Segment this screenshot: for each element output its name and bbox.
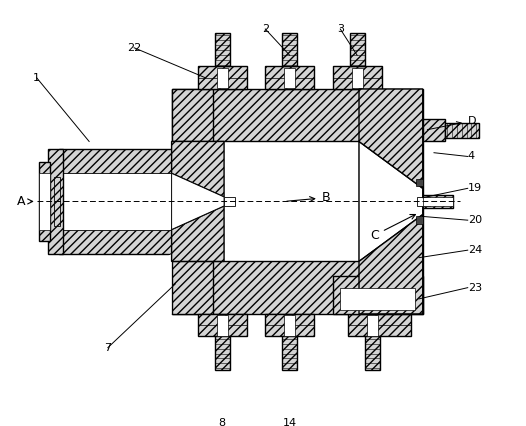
Polygon shape (333, 276, 423, 314)
Polygon shape (416, 179, 423, 187)
Polygon shape (350, 33, 365, 66)
Polygon shape (367, 315, 378, 336)
Polygon shape (333, 66, 381, 89)
Polygon shape (359, 215, 423, 314)
Polygon shape (340, 288, 415, 310)
Polygon shape (351, 68, 363, 88)
Polygon shape (198, 66, 247, 89)
Polygon shape (416, 216, 423, 224)
Polygon shape (284, 315, 295, 336)
Polygon shape (445, 123, 479, 138)
Text: D: D (427, 116, 476, 130)
Polygon shape (265, 314, 314, 337)
Polygon shape (423, 197, 453, 206)
Polygon shape (171, 173, 224, 230)
Text: 8: 8 (219, 417, 226, 426)
Text: 1: 1 (33, 73, 40, 83)
Polygon shape (213, 141, 359, 262)
Polygon shape (171, 262, 213, 314)
Polygon shape (171, 89, 213, 141)
Polygon shape (359, 89, 423, 188)
Polygon shape (59, 149, 171, 254)
Polygon shape (48, 149, 63, 254)
Polygon shape (171, 206, 224, 262)
Polygon shape (215, 33, 230, 66)
Text: A: A (17, 195, 33, 208)
Polygon shape (38, 162, 50, 241)
Polygon shape (74, 206, 224, 314)
Polygon shape (59, 173, 171, 230)
Polygon shape (217, 315, 228, 336)
Polygon shape (282, 337, 297, 370)
Polygon shape (171, 141, 224, 197)
Text: C: C (370, 215, 416, 242)
Polygon shape (282, 33, 297, 66)
Polygon shape (54, 177, 60, 226)
Polygon shape (365, 337, 380, 370)
Text: 20: 20 (468, 215, 482, 225)
Polygon shape (423, 195, 453, 208)
Polygon shape (417, 197, 430, 206)
Text: 19: 19 (468, 183, 482, 193)
Polygon shape (359, 141, 423, 262)
Polygon shape (284, 68, 295, 88)
Polygon shape (423, 119, 445, 141)
Text: 23: 23 (468, 283, 482, 293)
Polygon shape (348, 314, 411, 337)
Polygon shape (198, 314, 247, 337)
Polygon shape (224, 197, 235, 206)
Polygon shape (265, 66, 314, 89)
Text: B: B (287, 191, 330, 204)
Text: 24: 24 (468, 245, 482, 255)
Text: 4: 4 (468, 152, 475, 161)
Polygon shape (38, 173, 50, 230)
Text: 3: 3 (337, 24, 344, 34)
Text: 7: 7 (104, 343, 112, 353)
Text: 22: 22 (127, 43, 141, 53)
Polygon shape (217, 68, 228, 88)
Polygon shape (215, 337, 230, 370)
Polygon shape (171, 89, 423, 314)
Text: 2: 2 (262, 24, 269, 34)
Text: 14: 14 (282, 417, 297, 426)
